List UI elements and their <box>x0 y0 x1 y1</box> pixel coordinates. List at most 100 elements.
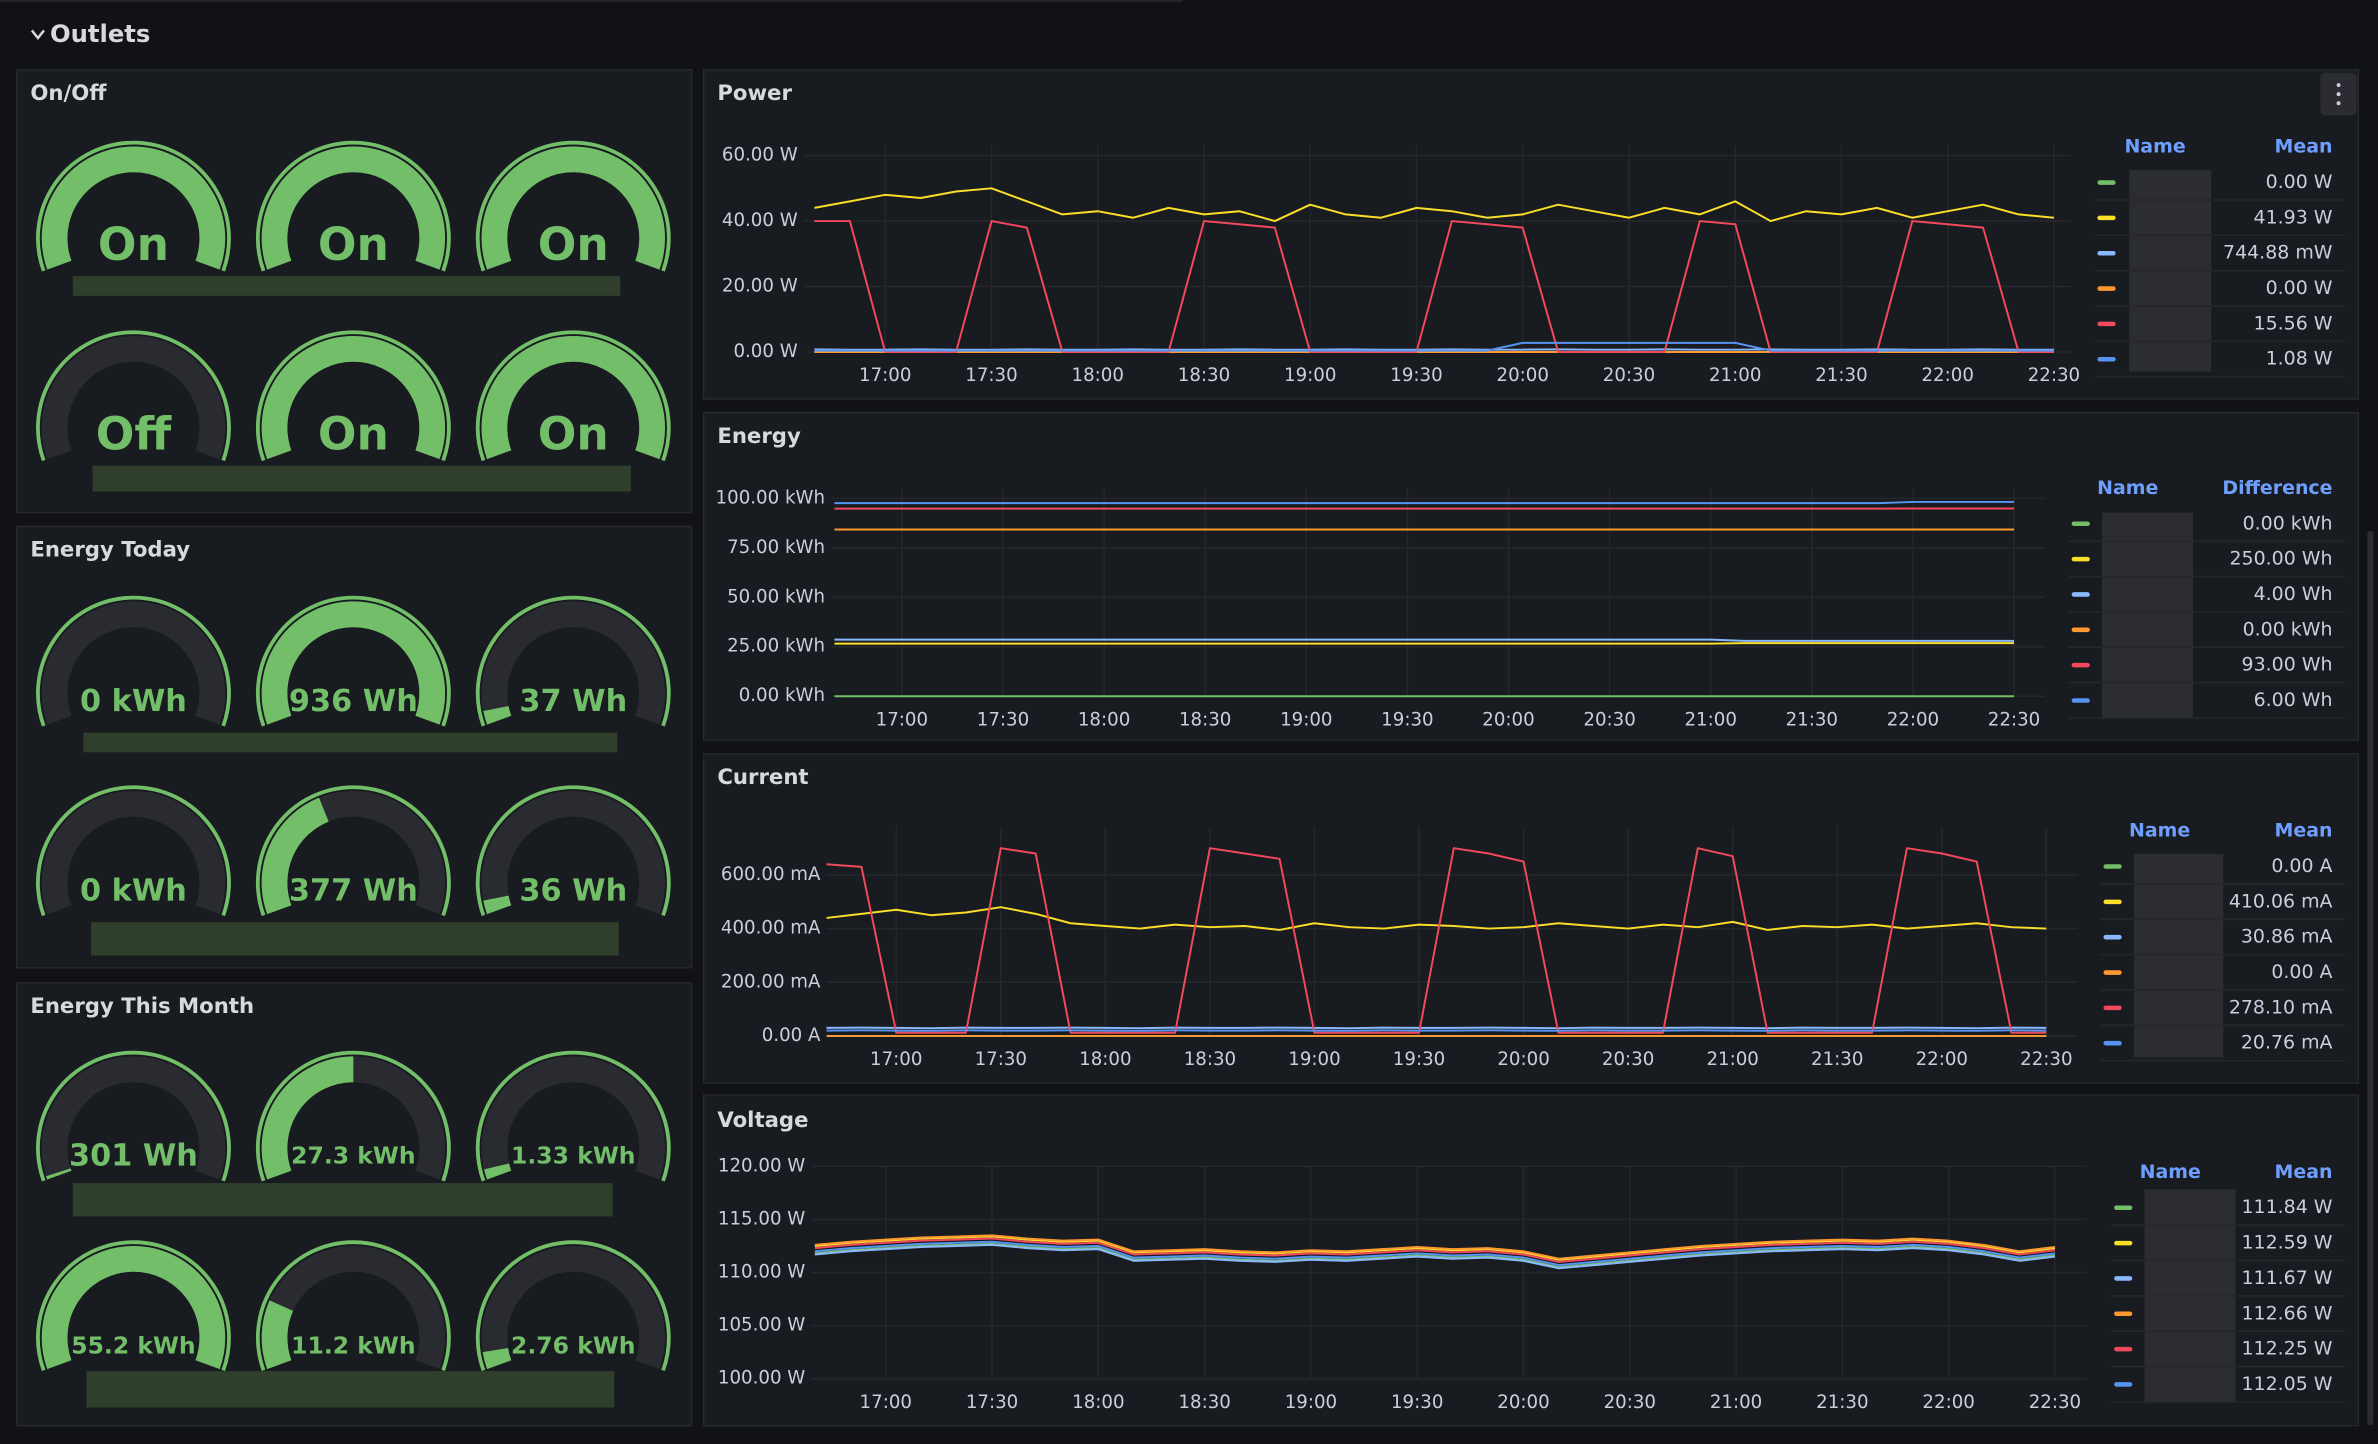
legend-swatch[interactable] <box>2097 251 2115 256</box>
y-tick-label: 60.00 W <box>722 145 798 166</box>
panel-title: Energy This Month <box>30 994 254 1019</box>
x-tick-label: 20:00 <box>1497 365 1549 386</box>
y-tick-label: 120.00 W <box>718 1155 805 1176</box>
x-tick-label: 21:00 <box>1710 1392 1762 1413</box>
gauge-value <box>275 1306 282 1365</box>
y-tick-label: 110.00 W <box>718 1262 805 1283</box>
legend-value: 6.00 Wh <box>2254 689 2333 711</box>
y-tick-label: 20.00 W <box>722 275 798 296</box>
legend-value: 0.00 kWh <box>2243 512 2333 534</box>
gauge-label: 0 kWh <box>80 684 187 719</box>
legend-swatch[interactable] <box>2103 900 2121 905</box>
gauge-value <box>58 1172 59 1175</box>
legend-value: 111.67 W <box>2241 1267 2332 1289</box>
redacted-name <box>73 1183 613 1216</box>
x-tick-label: 20:00 <box>1497 1049 1549 1070</box>
x-tick-label: 18:00 <box>1079 1049 1131 1070</box>
legend-swatch[interactable] <box>2114 1382 2132 1387</box>
gauge-value <box>496 898 499 910</box>
panel-title: Energy <box>717 424 801 449</box>
legend-swatch[interactable] <box>2114 1276 2132 1281</box>
legend-swatch[interactable] <box>2097 216 2115 221</box>
legend-value: 20.76 mA <box>2241 1032 2333 1054</box>
x-tick-label: 21:30 <box>1816 1392 1868 1413</box>
legend-value: 4.00 Wh <box>2254 583 2333 605</box>
gauge-label: 936 Wh <box>289 684 418 719</box>
legend-header: Mean <box>2275 820 2333 842</box>
legend-header: Name <box>2129 820 2190 842</box>
legend-value: 410.06 mA <box>2229 890 2333 912</box>
legend-swatch[interactable] <box>2097 357 2115 362</box>
legend-swatch[interactable] <box>2103 1006 2121 1011</box>
legend-swatch[interactable] <box>2097 286 2115 291</box>
y-tick-label: 100.00 kWh <box>716 487 825 508</box>
redacted-name <box>93 466 631 492</box>
legend-value: 41.93 W <box>2254 206 2333 228</box>
legend-value: 93.00 Wh <box>2242 654 2333 676</box>
gauge-label: On <box>538 407 609 460</box>
x-tick-label: 22:00 <box>1916 1049 1968 1070</box>
legend-header: Name <box>2140 1161 2201 1183</box>
legend-value: 0.00 kWh <box>2243 618 2333 640</box>
legend-swatch[interactable] <box>2114 1311 2132 1316</box>
legend-value: 111.84 W <box>2241 1196 2332 1218</box>
x-tick-label: 20:30 <box>1604 1392 1656 1413</box>
redacted-name <box>83 733 617 753</box>
x-tick-label: 21:00 <box>1706 1049 1758 1070</box>
gauge-label: On <box>318 218 389 271</box>
legend-swatch[interactable] <box>2072 663 2090 668</box>
scrollbar[interactable] <box>2367 531 2373 1426</box>
x-tick-label: 19:30 <box>1390 365 1442 386</box>
x-tick-label: 19:00 <box>1285 1392 1337 1413</box>
redacted-name <box>73 276 620 296</box>
menu-dot <box>2337 83 2341 87</box>
gauge-label: On <box>318 407 389 460</box>
legend-swatch[interactable] <box>2114 1241 2132 1246</box>
x-tick-label: 21:00 <box>1709 365 1761 386</box>
legend-swatch[interactable] <box>2097 180 2115 185</box>
gauge-label: 36 Wh <box>519 873 627 908</box>
x-tick-label: 19:30 <box>1381 709 1433 730</box>
legend-swatch[interactable] <box>2103 1041 2121 1046</box>
y-tick-label: 200.00 mA <box>721 971 821 992</box>
panel-title: Voltage <box>717 1108 808 1133</box>
y-tick-label: 100.00 W <box>718 1368 805 1389</box>
panel-title: On/Off <box>30 81 107 106</box>
legend-swatch[interactable] <box>2097 322 2115 327</box>
x-tick-label: 17:00 <box>870 1049 922 1070</box>
legend-header: Mean <box>2275 1161 2333 1183</box>
y-tick-label: 400.00 mA <box>721 918 821 939</box>
x-tick-label: 17:30 <box>965 365 1017 386</box>
x-tick-label: 17:00 <box>860 1392 912 1413</box>
x-tick-label: 17:30 <box>966 1392 1018 1413</box>
redacted-name <box>91 922 619 955</box>
legend-swatch[interactable] <box>2072 522 2090 527</box>
legend-swatch[interactable] <box>2072 698 2090 703</box>
legend-swatch[interactable] <box>2103 970 2121 975</box>
y-tick-label: 115.00 W <box>718 1208 805 1229</box>
legend-swatch[interactable] <box>2103 864 2121 869</box>
gauge-label: On <box>538 218 609 271</box>
legend-swatch[interactable] <box>2072 592 2090 597</box>
x-tick-label: 18:30 <box>1179 709 1231 730</box>
legend-swatch[interactable] <box>2072 628 2090 633</box>
legend-swatch[interactable] <box>2103 935 2121 940</box>
x-tick-label: 19:30 <box>1393 1049 1445 1070</box>
menu-dot <box>2337 92 2341 96</box>
legend-header: Mean <box>2275 136 2333 158</box>
redacted-names <box>2102 513 2193 719</box>
legend-value: 0.00 A <box>2271 961 2332 983</box>
x-tick-label: 20:00 <box>1497 1392 1549 1413</box>
legend-swatch[interactable] <box>2114 1205 2132 1210</box>
legend-swatch[interactable] <box>2114 1347 2132 1352</box>
y-tick-label: 0.00 W <box>733 341 797 362</box>
legend-swatch[interactable] <box>2072 557 2090 562</box>
legend-value: 112.66 W <box>2241 1302 2332 1324</box>
row-title[interactable]: Outlets <box>50 19 150 48</box>
redacted-name <box>86 1371 614 1407</box>
gauge-label: 27.3 kWh <box>291 1142 415 1170</box>
panel-title: Current <box>717 765 808 790</box>
gauge-label: 11.2 kWh <box>291 1331 415 1359</box>
menu-dot <box>2337 101 2341 105</box>
x-tick-label: 21:30 <box>1815 365 1867 386</box>
